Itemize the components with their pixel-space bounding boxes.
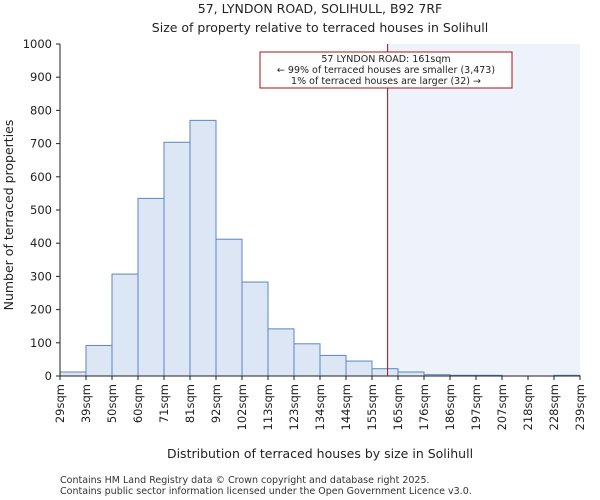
x-tick-label: 81sqm xyxy=(183,384,197,423)
chart-title: 57, LYNDON ROAD, SOLIHULL, B92 7RF xyxy=(198,1,443,16)
y-tick-label: 1000 xyxy=(23,37,52,51)
x-tick-label: 29sqm xyxy=(53,384,67,423)
y-tick-label: 500 xyxy=(30,203,52,217)
bar-39sqm xyxy=(85,344,113,377)
annotation-line-2: ← 99% of terraced houses are smaller (3,… xyxy=(277,65,495,76)
x-tick-label: 207sqm xyxy=(495,384,509,430)
x-tick-label: 39sqm xyxy=(79,384,93,423)
annotation-line-1: 57 LYNDON ROAD: 161sqm xyxy=(321,54,450,65)
bar-50sqm xyxy=(111,273,139,377)
bar-29sqm xyxy=(59,371,87,377)
bar-71sqm xyxy=(163,141,191,377)
bar-144sqm xyxy=(345,360,373,377)
y-tick-label: 0 xyxy=(45,369,52,383)
x-tick-label: 239sqm xyxy=(573,384,587,430)
x-tick-label: 123sqm xyxy=(287,384,301,430)
x-tick-label: 176sqm xyxy=(417,384,431,430)
bar-134sqm xyxy=(319,354,347,377)
x-tick-label: 113sqm xyxy=(261,384,275,430)
y-axis-label: Number of terraced properties xyxy=(1,120,16,311)
bar-113sqm xyxy=(267,328,295,377)
bar-165sqm xyxy=(397,371,425,377)
x-tick-label: 60sqm xyxy=(131,384,145,423)
bar-155sqm xyxy=(371,368,399,377)
y-tick-label: 600 xyxy=(30,170,52,184)
larger-region-shade xyxy=(387,44,580,376)
footer-line-2: Contains public sector information licen… xyxy=(60,486,472,497)
x-tick-label: 165sqm xyxy=(391,384,405,430)
x-tick-label: 102sqm xyxy=(235,384,249,430)
y-tick-label: 200 xyxy=(30,303,52,317)
x-tick-label: 71sqm xyxy=(157,384,171,423)
x-tick-label: 92sqm xyxy=(209,384,223,423)
x-tick-label: 186sqm xyxy=(443,384,457,430)
annotation-box: 57 LYNDON ROAD: 161sqm ← 99% of terraced… xyxy=(259,51,513,89)
annotation-line-3: 1% of terraced houses are larger (32) → xyxy=(291,76,481,87)
x-tick-label: 218sqm xyxy=(521,384,535,430)
bar-102sqm xyxy=(241,281,269,377)
chart-subtitle: Size of property relative to terraced ho… xyxy=(152,20,488,35)
bar-60sqm xyxy=(137,197,165,377)
y-tick-label: 100 xyxy=(30,336,52,350)
y-tick-label: 800 xyxy=(30,103,52,117)
x-tick-label: 134sqm xyxy=(313,384,327,430)
x-axis-label: Distribution of terraced houses by size … xyxy=(167,446,473,461)
x-tick-label: 155sqm xyxy=(365,384,379,430)
y-tick-label: 400 xyxy=(30,236,52,250)
y-tick-label: 700 xyxy=(30,137,52,151)
bar-81sqm xyxy=(189,119,217,377)
y-tick-label: 900 xyxy=(30,70,52,84)
bar-123sqm xyxy=(293,343,321,377)
x-tick-label: 228sqm xyxy=(547,384,561,430)
y-tick-label: 300 xyxy=(30,269,52,283)
x-tick-label: 50sqm xyxy=(105,384,119,423)
x-tick-label: 197sqm xyxy=(469,384,483,430)
x-tick-label: 144sqm xyxy=(339,384,353,430)
bar-92sqm xyxy=(215,238,243,377)
footer-line-1: Contains HM Land Registry data © Crown c… xyxy=(60,475,430,486)
